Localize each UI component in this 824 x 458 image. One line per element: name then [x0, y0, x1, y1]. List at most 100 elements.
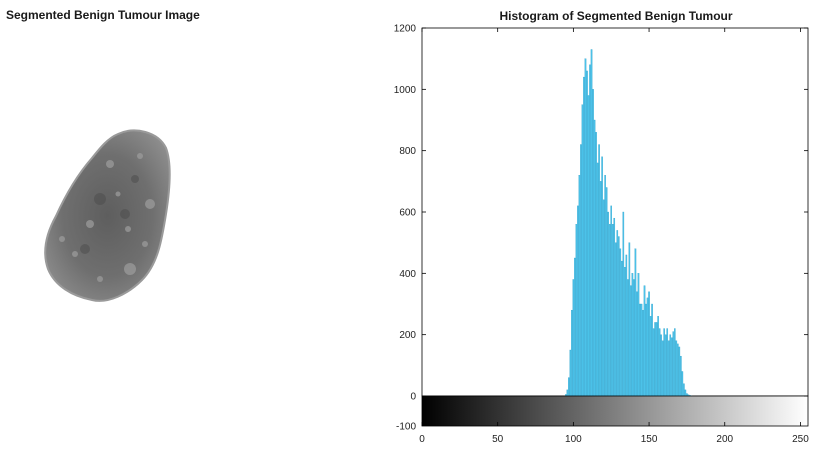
histogram-bar: [642, 309, 644, 397]
histogram-bar: [611, 224, 614, 397]
histogram-bar: [580, 144, 582, 397]
histogram-bar: [566, 389, 569, 397]
histogram-bar: [605, 187, 608, 397]
left-panel-title: Segmented Benign Tumour Image: [6, 8, 200, 22]
histogram-bar: [569, 349, 572, 397]
histogram-bar: [649, 316, 652, 397]
x-tick-label: 50: [492, 434, 504, 445]
histogram-bar: [577, 205, 579, 397]
histogram-bar: [684, 389, 687, 397]
histogram-title: Histogram of Segmented Benign Tumour: [499, 9, 733, 23]
histogram-bar: [630, 285, 632, 397]
histogram-bar: [589, 64, 591, 397]
histogram-bar: [634, 248, 637, 397]
histogram-bar: [637, 273, 640, 397]
y-tick-label: 400: [399, 269, 416, 280]
histogram-bar: [645, 303, 647, 397]
x-tick-label: 250: [792, 434, 809, 445]
histogram-bar: [661, 340, 664, 397]
y-axis-ticks: 0 200 400 600 800 1000 1200: [394, 24, 808, 403]
histogram-bar: [631, 273, 634, 397]
y-tick-label: 800: [399, 146, 416, 157]
histogram-bar: [633, 279, 635, 397]
histogram-bar: [655, 322, 658, 397]
histogram-bar: [607, 211, 609, 397]
histogram-bar: [578, 175, 581, 397]
histogram-bar: [622, 211, 625, 397]
histogram-bar: [583, 76, 585, 397]
histogram-bar: [669, 334, 672, 397]
histogram-bar: [574, 257, 576, 397]
histogram-bar: [596, 162, 599, 397]
histogram-bar: [572, 279, 575, 397]
histogram-bar: [598, 144, 600, 397]
histogram-bar: [581, 104, 584, 397]
histogram-bar: [608, 224, 611, 397]
histogram-bar: [575, 224, 578, 397]
grayscale-colorbar: [421, 395, 809, 427]
histogram-bar: [584, 58, 587, 397]
histogram-bar: [678, 346, 681, 397]
histogram-bar: [643, 285, 646, 397]
histogram-bar: [670, 337, 673, 397]
histogram-bar: [621, 260, 623, 397]
histogram-bar: [604, 175, 606, 397]
histogram-bar: [616, 230, 619, 397]
histogram-bar: [610, 205, 613, 397]
histogram-bar: [660, 334, 662, 397]
colorbar-y-tick-label: -100: [396, 422, 416, 433]
histogram-bar: [675, 340, 678, 397]
x-tick-label: 0: [419, 434, 425, 445]
x-tick-label: 150: [641, 434, 658, 445]
histogram-bar: [651, 303, 653, 397]
histogram-bar: [680, 355, 682, 397]
y-tick-label: 1000: [394, 85, 417, 96]
y-tick-label: 1200: [394, 24, 417, 35]
histogram-bar: [664, 334, 667, 397]
histogram-bar: [677, 343, 679, 397]
segmented-tumour-image: [44, 129, 171, 302]
histogram-bar: [657, 316, 659, 397]
histogram-bar: [613, 217, 616, 397]
y-tick-label: 600: [399, 208, 416, 219]
histogram-bar: [640, 303, 643, 397]
histogram-bar: [624, 267, 626, 397]
histogram-bar: [625, 254, 628, 397]
histogram-bar: [590, 49, 593, 397]
histogram-bar: [667, 340, 670, 397]
histogram-bar: [601, 156, 603, 397]
histogram-bar: [658, 328, 661, 397]
histogram-bar: [663, 328, 665, 397]
histogram-bar: [666, 328, 669, 397]
histogram-bars: [565, 49, 693, 397]
histogram-bar: [654, 322, 656, 397]
histogram-bar: [648, 291, 650, 397]
histogram-bar: [614, 242, 617, 397]
histogram-bar: [652, 328, 655, 397]
histogram-bar: [639, 303, 641, 397]
x-tick-label: 200: [716, 434, 733, 445]
histogram-bar: [628, 242, 631, 397]
histogram-bar: [672, 331, 675, 397]
histogram-bar: [618, 236, 620, 397]
histogram-bar: [571, 309, 573, 397]
histogram-bar: [627, 279, 629, 397]
histogram-bar: [586, 70, 588, 397]
x-tick-label: 100: [565, 434, 582, 445]
histogram-bar: [636, 291, 638, 397]
y-tick-label: 0: [410, 392, 416, 403]
histogram-bar: [599, 181, 602, 397]
histogram-bar: [595, 132, 597, 397]
histogram-bar: [683, 383, 685, 397]
histogram-bar: [587, 95, 590, 397]
histogram-bar: [646, 297, 649, 397]
histogram-bar: [592, 89, 594, 397]
histogram-bar: [593, 119, 596, 397]
histogram-bar: [681, 371, 684, 397]
histogram-bar: [619, 248, 622, 397]
y-tick-label: 200: [399, 330, 416, 341]
histogram-bar: [674, 328, 676, 397]
histogram-bar: [568, 377, 570, 397]
histogram-bar: [602, 199, 605, 397]
